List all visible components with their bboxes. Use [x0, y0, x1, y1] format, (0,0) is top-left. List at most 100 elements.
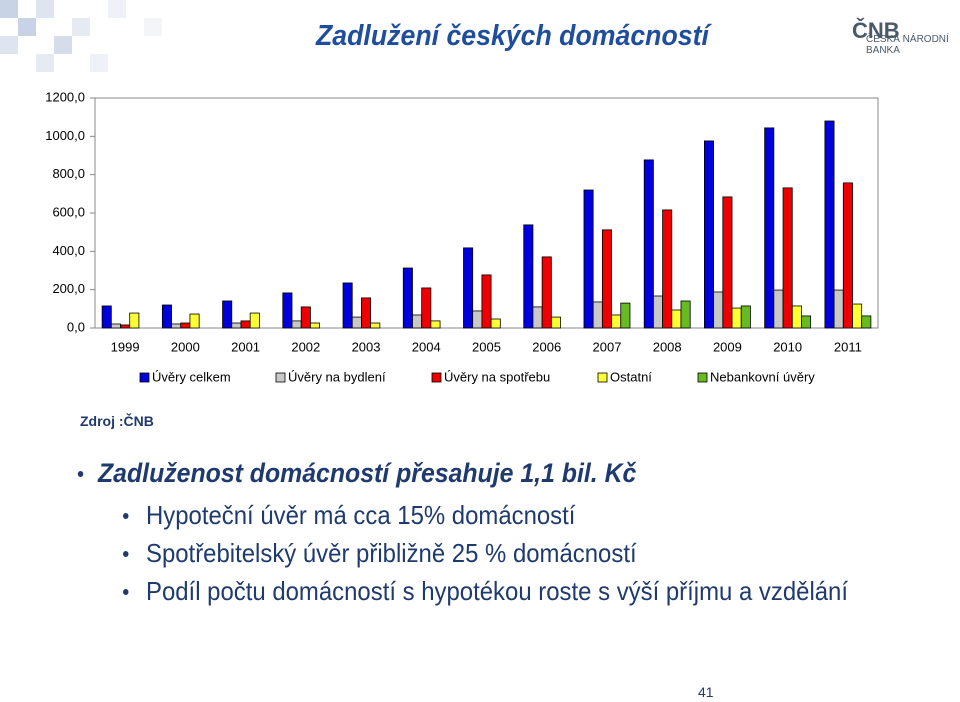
- bar: [180, 322, 191, 329]
- bar: [412, 314, 423, 329]
- bullet-dot: [123, 551, 129, 557]
- bullet: Hypoteční úvěr má cca 15% domácností: [123, 500, 576, 531]
- bullet-text: Podíl počtu domácností s hypotékou roste…: [146, 576, 849, 606]
- bar: [620, 302, 631, 329]
- legend-swatch: [697, 372, 708, 383]
- bar: [532, 306, 543, 329]
- y-tick-label: 600,0: [52, 204, 85, 219]
- bar: [402, 267, 413, 329]
- bar: [342, 282, 353, 329]
- bar: [680, 300, 691, 329]
- legend-swatch: [597, 372, 608, 383]
- bullet: Spotřebitelský úvěr přibližně 25 % domác…: [123, 538, 637, 569]
- logo-text: ČESKÁ NÁRODNÍ BANKA: [866, 34, 949, 56]
- bar: [791, 305, 802, 329]
- bar: [740, 305, 751, 329]
- bullet: Zadluženost domácností přesahuje 1,1 bil…: [77, 458, 637, 489]
- x-tick-label: 2003: [352, 339, 381, 354]
- bar: [643, 159, 654, 329]
- bar: [764, 127, 775, 329]
- x-tick-label: 2000: [171, 339, 200, 354]
- y-tick-label: 1200,0: [45, 89, 85, 104]
- bar: [249, 312, 260, 329]
- bar: [833, 289, 844, 329]
- bar: [171, 323, 182, 329]
- bar: [523, 224, 534, 329]
- legend-swatch: [275, 372, 286, 383]
- bar: [592, 301, 603, 329]
- bar: [611, 314, 622, 329]
- bar: [370, 322, 381, 329]
- bar: [161, 304, 172, 329]
- bullet-dot: [77, 471, 84, 477]
- legend-swatch: [139, 372, 150, 383]
- bar: [189, 313, 200, 329]
- x-tick-label: 2005: [472, 339, 501, 354]
- x-tick-label: 2008: [653, 339, 682, 354]
- legend-label: Úvěry na bydlení: [288, 369, 386, 384]
- bar: [583, 189, 594, 329]
- bar: [310, 322, 321, 329]
- bullet: Podíl počtu domácností s hypotékou roste…: [123, 576, 849, 607]
- legend-label: Úvěry celkem: [152, 369, 231, 384]
- bullet-text: Zadluženost domácností přesahuje 1,1 bil…: [98, 458, 637, 488]
- x-tick-label: 2004: [412, 339, 441, 354]
- bullet-dot: [123, 513, 129, 519]
- legend-swatch: [431, 372, 442, 383]
- bar: [231, 322, 242, 329]
- bar: [300, 306, 311, 329]
- bar: [824, 120, 835, 329]
- bar: [713, 291, 724, 329]
- bar: [490, 318, 501, 329]
- bar: [842, 182, 853, 329]
- bar: [662, 209, 673, 329]
- x-tick-label: 2011: [834, 339, 862, 354]
- bar: [351, 316, 362, 329]
- slide-title: Zadlužení českých domácností: [316, 20, 709, 52]
- bar: [550, 316, 561, 329]
- bar: [291, 320, 302, 329]
- bar: [421, 287, 432, 329]
- x-tick-label: 2006: [532, 339, 561, 354]
- bar: [463, 247, 474, 329]
- legend-label: Úvěry na spotřebu: [444, 369, 550, 384]
- bar: [430, 320, 441, 329]
- bar: [120, 324, 131, 329]
- bar: [282, 292, 293, 329]
- source: Zdroj :ČNB: [80, 413, 154, 429]
- y-tick-label: 200,0: [52, 281, 85, 296]
- x-tick-label: 2009: [713, 339, 742, 354]
- bar: [541, 256, 552, 329]
- bar: [110, 323, 121, 329]
- bar: [801, 315, 812, 329]
- bar: [601, 229, 612, 329]
- logo: ČNB: [852, 18, 900, 43]
- legend-label: Ostatní: [610, 369, 652, 384]
- bar: [240, 320, 251, 329]
- bar: [731, 307, 742, 329]
- bar: [773, 289, 784, 329]
- bar: [101, 305, 112, 329]
- x-tick-label: 2002: [291, 339, 320, 354]
- decoration: [0, 0, 162, 72]
- bullet-text: Hypoteční úvěr má cca 15% domácností: [146, 500, 576, 530]
- bar: [222, 300, 233, 329]
- bar: [722, 196, 733, 329]
- x-tick-label: 2001: [231, 339, 260, 354]
- y-tick-label: 800,0: [52, 166, 85, 181]
- x-tick-label: 1999: [111, 339, 140, 354]
- bar: [472, 310, 483, 329]
- y-tick-label: 0,0: [67, 319, 85, 334]
- bar: [129, 312, 140, 329]
- x-tick-label: 2010: [773, 339, 802, 354]
- bar: [782, 187, 793, 329]
- page-number: 41: [698, 684, 714, 700]
- bar: [861, 315, 872, 329]
- y-tick-label: 1000,0: [45, 128, 85, 143]
- chart: 0,0 200,0 400,0 600,0 800,0 1000,0 1200,0 1999 2…: [45, 89, 879, 384]
- bar: [671, 309, 682, 329]
- bar: [852, 303, 863, 329]
- bar: [652, 295, 663, 329]
- y-tick-label: 400,0: [52, 243, 85, 258]
